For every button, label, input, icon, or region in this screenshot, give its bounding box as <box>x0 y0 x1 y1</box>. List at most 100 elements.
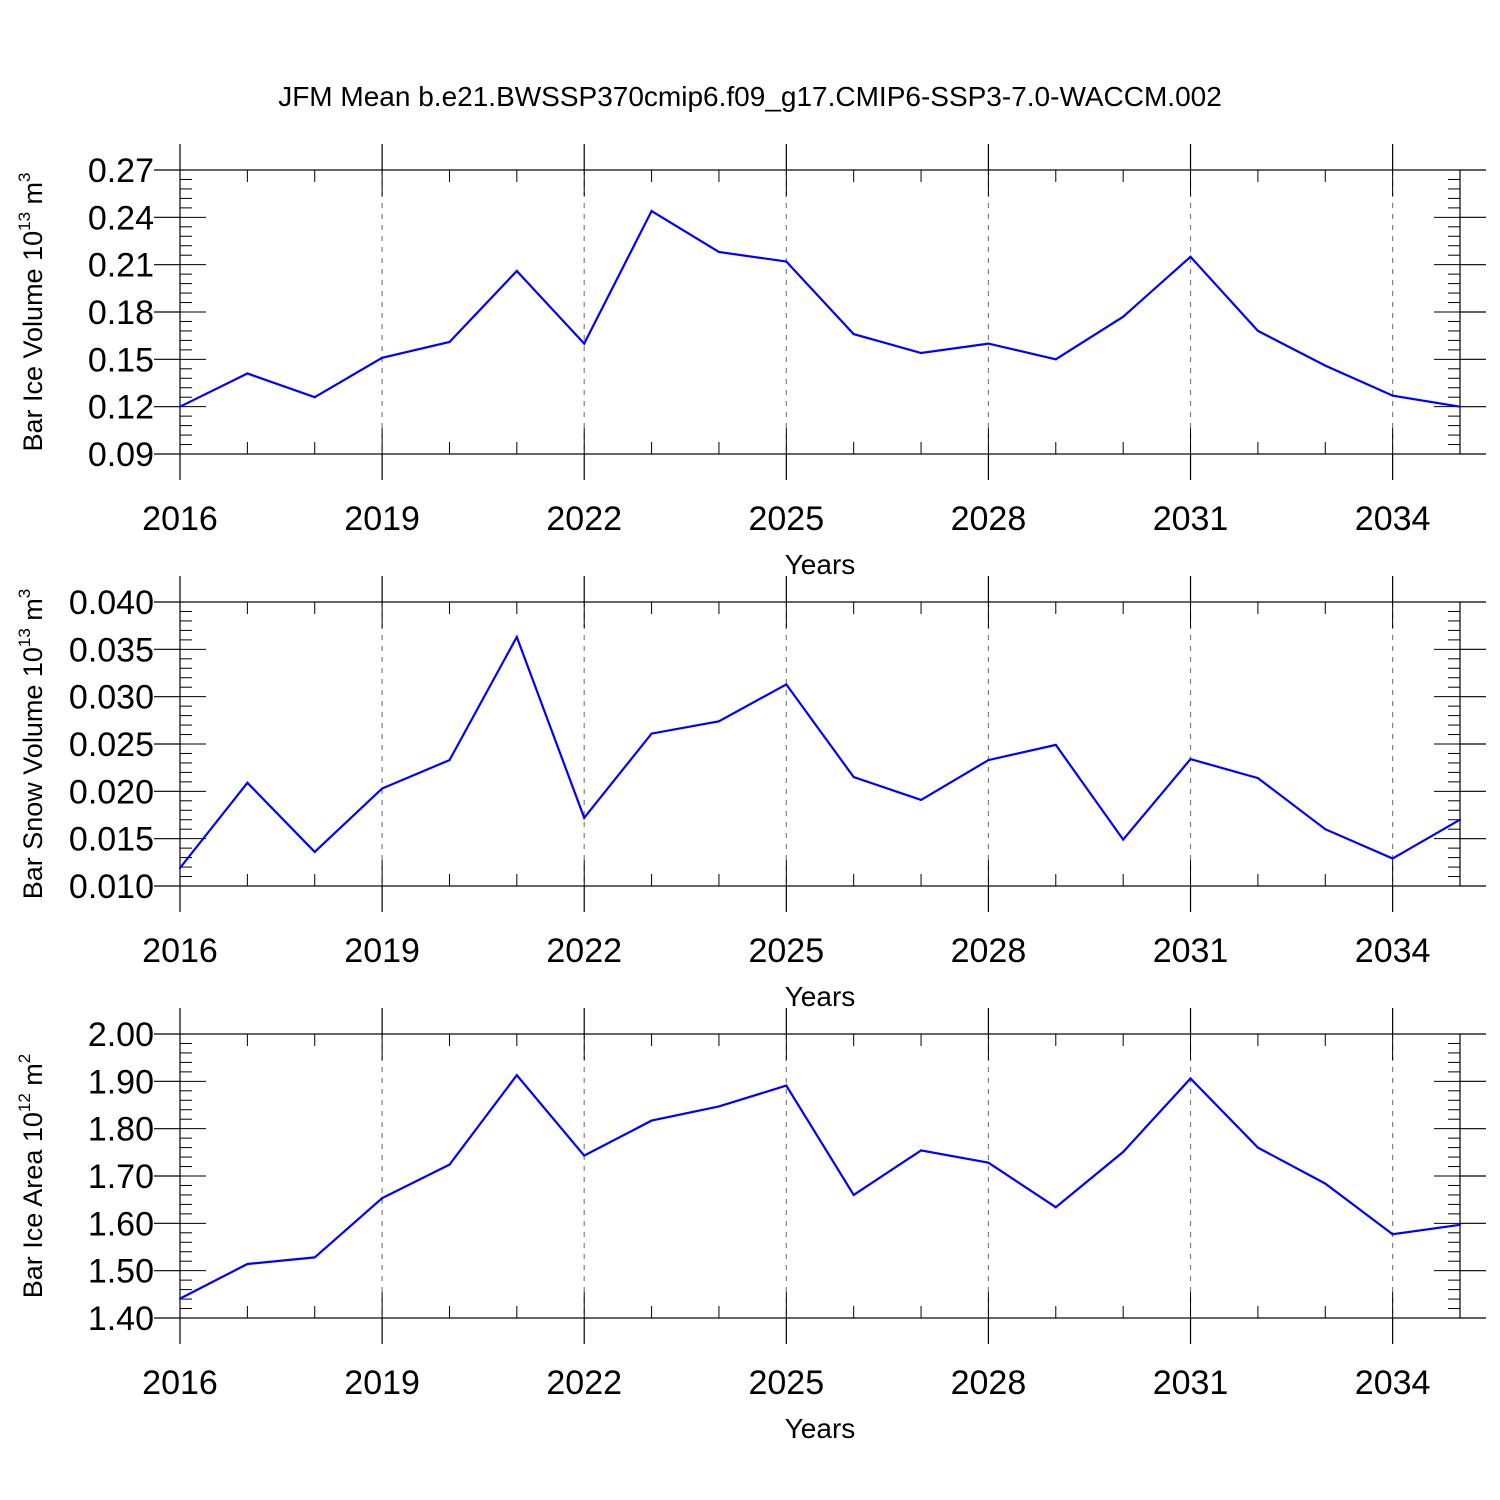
ice-area-point-2035 <box>1458 1223 1462 1226</box>
ice-volume-yaxis-title-main: Bar Ice Volume 10 <box>18 231 48 452</box>
ice-volume-ytick-label-2: 0.15 <box>88 341 154 379</box>
ice-volume-xtick-label-2: 2022 <box>546 500 622 538</box>
ice-volume-point-2016 <box>178 405 182 408</box>
ice-area-point-2022 <box>583 1154 586 1157</box>
ice-area-xtick-label-6: 2034 <box>1355 1364 1431 1402</box>
ice-volume-point-2024 <box>717 250 721 254</box>
ice-area-yaxis-title-exponent: 12 <box>15 1093 34 1112</box>
ice-volume-ytick-label-1: 0.12 <box>88 389 154 427</box>
ice-area-point-2021 <box>515 1074 518 1077</box>
ice-volume-point-2028 <box>987 342 990 345</box>
snow-volume-xtick-label-5: 2031 <box>1153 932 1229 970</box>
ice-volume-ytick-label-5: 0.24 <box>88 199 154 237</box>
ice-area-point-2016 <box>178 1297 182 1300</box>
ice-volume-point-2017 <box>246 372 249 375</box>
ice-area-point-2028 <box>987 1161 990 1164</box>
chart-panels: 2016 2019 2022 2025 2028 2031 2034 Years 0.09 0.1… <box>15 144 1486 1444</box>
snow-volume-ytick-label-6: 0.040 <box>69 584 154 622</box>
ice-volume-xtick-label-1: 2019 <box>344 500 420 538</box>
ice-area-point-2025 <box>785 1084 788 1087</box>
ice-volume-point-2031 <box>1189 255 1192 258</box>
snow-volume-yaxis-title-unit-exponent: 3 <box>15 589 34 598</box>
snow-volume-point-2026 <box>852 776 855 779</box>
ice-area-ytick-label-1: 1.50 <box>88 1253 154 1291</box>
snow-volume-point-2024 <box>717 720 721 723</box>
panel-ice-area: 2016 2019 2022 2025 2028 2031 2034 Years 1.40 1.5… <box>15 1008 1486 1444</box>
snow-volume-point-2017 <box>246 781 249 784</box>
ice-area-point-2031 <box>1189 1077 1192 1080</box>
ice-area-point-2024 <box>717 1105 721 1108</box>
snow-volume-point-2035 <box>1458 818 1462 821</box>
ice-volume-point-2019 <box>381 356 384 359</box>
snow-volume-point-2018 <box>313 850 316 854</box>
ice-area-yaxis-title-unit: m <box>18 1063 48 1093</box>
snow-volume-point-2016 <box>178 866 182 870</box>
snow-volume-point-2019 <box>381 787 384 790</box>
ice-volume-point-2018 <box>313 396 316 399</box>
snow-volume-xtick-label-6: 2034 <box>1355 932 1431 970</box>
ice-area-xtick-label-1: 2019 <box>344 1364 420 1402</box>
ice-volume-point-2025 <box>785 260 788 263</box>
ice-volume-point-2029 <box>1054 358 1057 361</box>
ice-area-series-line <box>179 1073 1461 1300</box>
snow-volume-xtick-label-4: 2028 <box>951 932 1027 970</box>
snow-volume-point-2029 <box>1054 743 1057 747</box>
snow-volume-yaxis-title-unit: m <box>18 598 48 628</box>
ice-volume-point-2027 <box>919 351 923 355</box>
ice-area-xtick-label-4: 2028 <box>951 1364 1027 1402</box>
ice-area-point-2020 <box>448 1163 451 1166</box>
snow-volume-yaxis-title-main: Bar Snow Volume 10 <box>18 647 48 899</box>
ice-area-xtick-label-3: 2025 <box>748 1364 824 1402</box>
snow-volume-xtick-label-1: 2019 <box>344 932 420 970</box>
snow-volume-point-2030 <box>1122 838 1125 841</box>
snow-volume-yaxis-title: Bar Snow Volume 1013 m3 <box>15 589 48 900</box>
ice-volume-point-2035 <box>1458 405 1462 408</box>
snow-volume-point-2032 <box>1256 776 1259 780</box>
ice-volume-point-2030 <box>1122 315 1125 318</box>
snow-volume-ytick-label-3: 0.025 <box>69 726 154 764</box>
snow-volume-xtick-label-0: 2016 <box>142 932 218 970</box>
ice-area-yaxis-title-main: Bar Ice Area 10 <box>18 1112 48 1298</box>
ice-area-plot-frame <box>179 1033 1461 1319</box>
panel-ice-volume: 2016 2019 2022 2025 2028 2031 2034 Years 0.09 0.1… <box>15 144 1486 580</box>
ice-volume-xtick-label-6: 2034 <box>1355 500 1431 538</box>
ice-volume-xtick-label-5: 2031 <box>1153 500 1229 538</box>
ice-volume-point-2033 <box>1324 364 1327 367</box>
ice-volume-point-2026 <box>852 332 855 336</box>
ice-volume-xtick-label-3: 2025 <box>748 500 824 538</box>
ice-volume-ytick-label-6: 0.27 <box>88 152 154 190</box>
ice-area-ytick-label-5: 1.90 <box>88 1063 154 1101</box>
ice-volume-xtick-label-4: 2028 <box>951 500 1027 538</box>
snow-volume-yaxis-title-exponent: 13 <box>15 628 34 647</box>
snow-volume-ytick-label-0: 0.010 <box>69 868 154 906</box>
ice-volume-point-2034 <box>1391 394 1394 397</box>
ice-area-point-2034 <box>1391 1233 1394 1236</box>
ice-area-ytick-label-3: 1.70 <box>88 1158 154 1196</box>
ice-area-ytick-label-6: 2.00 <box>88 1016 154 1054</box>
ice-volume-point-2032 <box>1256 329 1259 333</box>
ice-area-point-2032 <box>1256 1146 1259 1149</box>
snow-volume-point-2023 <box>650 732 653 735</box>
ice-area-point-2019 <box>381 1197 384 1200</box>
ice-volume-point-2022 <box>583 342 586 345</box>
ice-area-ytick-label-2: 1.60 <box>88 1205 154 1243</box>
snow-volume-point-2020 <box>448 758 451 762</box>
ice-volume-yaxis-title-exponent: 13 <box>15 212 34 231</box>
ice-area-xtick-label-0: 2016 <box>142 1364 218 1402</box>
ice-area-yaxis-title: Bar Ice Area 1012 m2 <box>15 1054 48 1299</box>
ice-area-point-2023 <box>650 1119 653 1122</box>
snow-volume-plot-frame <box>179 601 1461 887</box>
snow-volume-point-2028 <box>987 758 990 762</box>
ice-volume-xtick-label-0: 2016 <box>142 500 218 538</box>
ice-area-point-2026 <box>852 1193 855 1197</box>
ice-volume-ytick-label-3: 0.18 <box>88 294 154 332</box>
chart-title: JFM Mean b.e21.BWSSP370cmip6.f09_g17.CMI… <box>278 81 1222 112</box>
ice-volume-series-line <box>179 209 1461 408</box>
ice-volume-yaxis-title: Bar Ice Volume 1013 m3 <box>15 172 48 451</box>
ice-area-point-2029 <box>1054 1206 1057 1209</box>
snow-volume-ytick-label-1: 0.015 <box>69 821 154 859</box>
snow-volume-point-2033 <box>1324 828 1327 831</box>
ice-area-point-2030 <box>1122 1150 1125 1153</box>
snow-volume-xtick-label-3: 2025 <box>748 932 824 970</box>
snow-volume-point-2021 <box>515 635 518 639</box>
